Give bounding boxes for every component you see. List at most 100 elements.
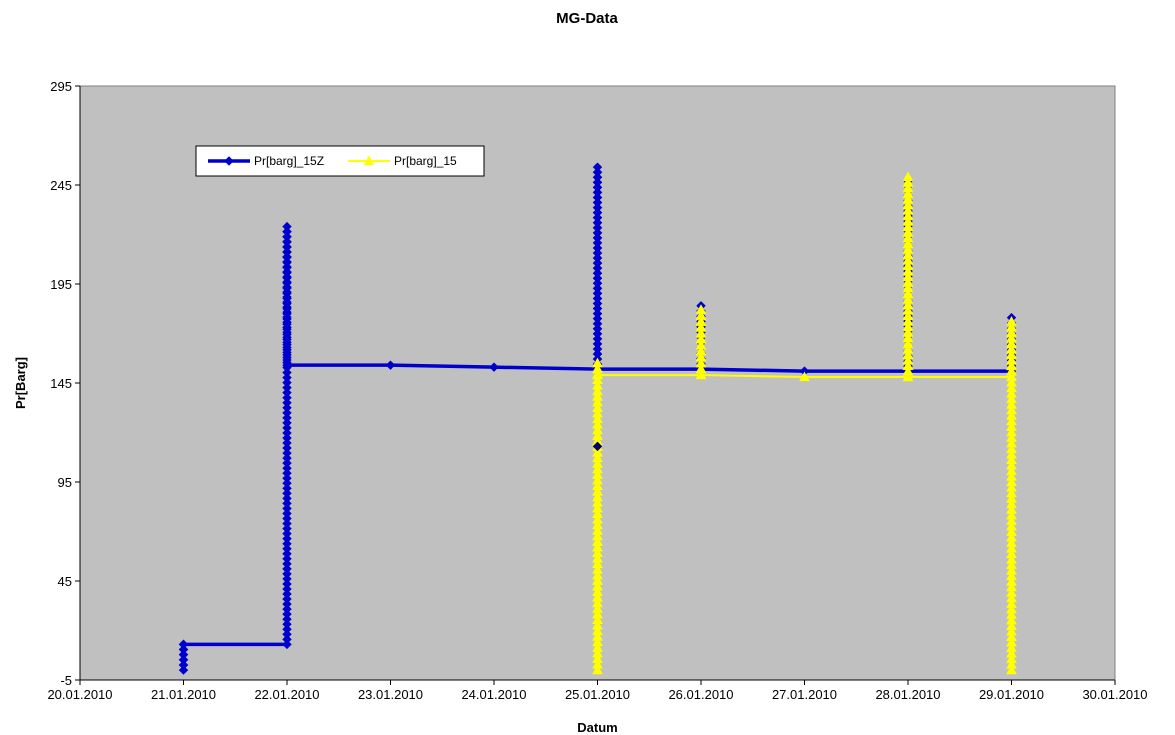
series-1-point: [282, 569, 292, 579]
series-1-point: [282, 408, 292, 418]
series-1-point: [282, 528, 292, 539]
series-2-point: [592, 519, 603, 530]
series-1-point: [282, 453, 292, 463]
series-2: [592, 171, 1017, 675]
series-1-point: [178, 660, 189, 670]
series-1-point: [282, 367, 292, 378]
series-2-point: [592, 446, 603, 457]
series-2-point: [592, 458, 603, 468]
x-tick-label: 30.01.2010: [1082, 687, 1147, 702]
series-1-point: [282, 513, 292, 524]
series-2-point: [592, 486, 603, 496]
series-1-point: [282, 629, 292, 640]
x-tick-label: 20.01.2010: [47, 687, 112, 702]
series-2-point: [592, 379, 603, 390]
series-1-point: [282, 413, 292, 423]
series-2-point: [592, 402, 603, 412]
series-2-point: [592, 653, 603, 664]
legend-label-1: Pr[barg]_15Z: [254, 154, 324, 168]
series-1-point: [282, 533, 292, 544]
series-1-point: [282, 594, 292, 604]
series-2-point: [592, 664, 603, 675]
series-2-point: [592, 396, 603, 407]
series-2-point: [592, 642, 603, 652]
series-2-point: [592, 407, 603, 418]
series-1-point: [282, 559, 292, 569]
x-tick-label: 26.01.2010: [668, 687, 733, 702]
series-2-point: [799, 371, 810, 382]
series-2-point: [592, 536, 603, 546]
series-1-point: [282, 403, 292, 413]
series-2-point: [592, 391, 603, 401]
series-1-point: [282, 508, 292, 519]
series-2-point: [592, 497, 603, 507]
series-1-point: [282, 458, 292, 468]
series-2-point: [592, 631, 603, 641]
series-2-point: [592, 525, 603, 535]
series-1-point: [282, 428, 292, 438]
series-2-point: [592, 580, 603, 591]
series-2-point: [592, 619, 603, 630]
series-1-point: [282, 473, 292, 483]
y-axis: -5 45 95 145 195 245 295: [50, 79, 81, 688]
series-2-point: [902, 365, 914, 376]
series-2-point: [592, 586, 603, 597]
series-1-point: [282, 448, 292, 458]
series-2-point: [592, 647, 603, 658]
series-2-point: [592, 564, 603, 574]
x-tick-label: 23.01.2010: [358, 687, 423, 702]
x-tick-label: 29.01.2010: [979, 687, 1044, 702]
series-2-point: [592, 413, 603, 424]
series-1-point: [282, 360, 292, 370]
series-1-point: [282, 614, 292, 624]
series-2-point: [592, 463, 603, 474]
series-2-point: [592, 419, 603, 429]
series-2-point: [592, 541, 603, 552]
series-1-point: [282, 393, 292, 403]
series-2-point: [592, 603, 603, 613]
series-2-point: [592, 369, 603, 380]
series-1-point: [282, 433, 292, 443]
series-1-point: [282, 589, 292, 599]
x-tick-label: 22.01.2010: [254, 687, 319, 702]
series-1-point: [282, 488, 292, 499]
y-axis-label: Pr[Barg]: [13, 357, 28, 409]
legend: Pr[barg]_15Z Pr[barg]_15: [195, 145, 485, 177]
series-1-point: [282, 554, 292, 564]
chart-title: MG-Data: [556, 10, 618, 27]
series-1-point: [282, 498, 292, 509]
x-tick-label: 28.01.2010: [875, 687, 940, 702]
series-2-point: [902, 371, 914, 382]
series-2-point: [592, 614, 603, 624]
series-1-point: [282, 604, 292, 614]
series-2-point: [592, 502, 603, 513]
series-1-point: [282, 503, 292, 514]
series-1-point: [282, 624, 292, 634]
series-2-point: [592, 558, 603, 569]
x-tick-label: 24.01.2010: [461, 687, 526, 702]
series-1-point: [282, 387, 292, 398]
series-1-point: [282, 639, 292, 650]
series-1-point: [489, 362, 499, 372]
series-2-point: [592, 597, 603, 608]
series-2-point: [695, 363, 707, 374]
series-2-point: [592, 385, 603, 396]
series-1-point: [282, 518, 292, 529]
series-1-point: [282, 438, 292, 448]
x-tick-label: 27.01.2010: [772, 687, 837, 702]
series-1-point: [282, 549, 292, 559]
series-2-point: [592, 452, 603, 463]
series-2-point: [592, 575, 603, 585]
y-tick-label: 295: [50, 79, 72, 94]
series-2-point: [592, 424, 603, 435]
series-1-point: [282, 468, 292, 478]
legend-label-2: Pr[barg]_15: [394, 154, 457, 168]
series-2-point: [592, 363, 603, 374]
y-tick-label: 95: [58, 475, 72, 490]
series-2-point: [592, 592, 603, 602]
series-1-point: [282, 377, 292, 388]
series-2-point: [592, 480, 603, 491]
series-1-point: [282, 523, 292, 534]
x-axis-label: Datum: [577, 720, 617, 735]
y-tick-label: -5: [60, 673, 72, 688]
